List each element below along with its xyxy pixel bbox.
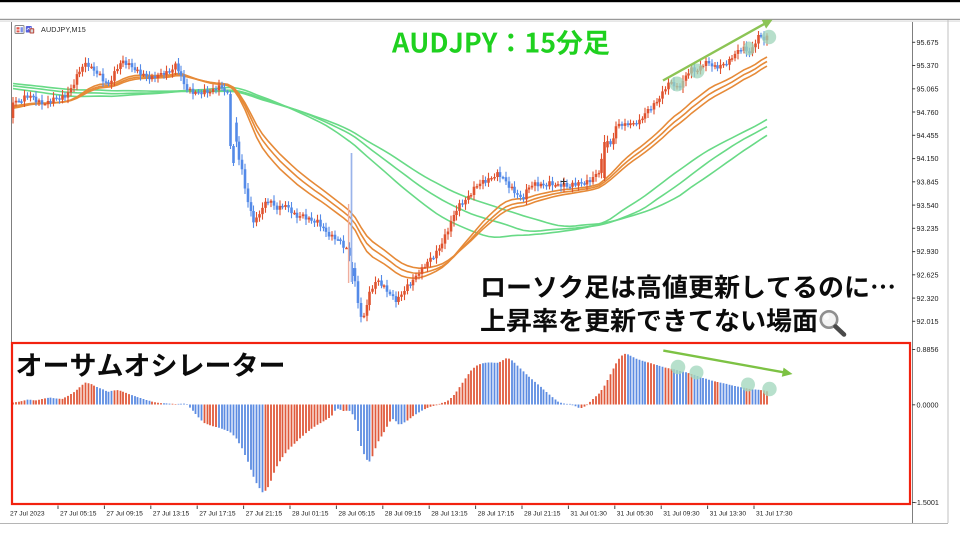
svg-text:27 Jul 21:15: 27 Jul 21:15 <box>246 511 283 518</box>
svg-text:92.625: 92.625 <box>917 271 939 280</box>
svg-text:28 Jul 09:15: 28 Jul 09:15 <box>385 511 422 518</box>
svg-text:95.065: 95.065 <box>917 85 939 94</box>
svg-text:0.8856: 0.8856 <box>917 345 939 354</box>
svg-text:92.930: 92.930 <box>917 247 939 256</box>
svg-text:27 Jul 09:15: 27 Jul 09:15 <box>106 511 143 518</box>
svg-text:-1.5001: -1.5001 <box>915 498 939 507</box>
svg-text:93.540: 93.540 <box>917 201 939 210</box>
svg-text:93.845: 93.845 <box>917 178 939 187</box>
svg-text:95.370: 95.370 <box>917 61 939 70</box>
svg-text:27 Jul 17:15: 27 Jul 17:15 <box>199 511 236 518</box>
svg-text:28 Jul 21:15: 28 Jul 21:15 <box>524 511 561 518</box>
svg-text:0.0000: 0.0000 <box>917 401 939 410</box>
svg-text:27 Jul 2023: 27 Jul 2023 <box>10 511 45 518</box>
svg-text:28 Jul 17:15: 28 Jul 17:15 <box>478 511 515 518</box>
svg-text:28 Jul 13:15: 28 Jul 13:15 <box>431 511 468 518</box>
svg-text:94.150: 94.150 <box>917 154 939 163</box>
svg-text:31 Jul 01:30: 31 Jul 01:30 <box>570 511 607 518</box>
svg-text:95.675: 95.675 <box>917 38 939 47</box>
svg-text:92.015: 92.015 <box>917 317 939 326</box>
svg-text:28 Jul 01:15: 28 Jul 01:15 <box>292 511 329 518</box>
svg-text:93.235: 93.235 <box>917 224 939 233</box>
svg-text:28 Jul 05:15: 28 Jul 05:15 <box>338 511 375 518</box>
svg-text:94.760: 94.760 <box>917 108 939 117</box>
svg-text:31 Jul 17:30: 31 Jul 17:30 <box>756 511 793 518</box>
svg-text:31 Jul 13:30: 31 Jul 13:30 <box>710 511 747 518</box>
svg-text:AUDJPY,M15: AUDJPY,M15 <box>41 25 86 34</box>
svg-text:27 Jul 13:15: 27 Jul 13:15 <box>153 511 190 518</box>
svg-text:31 Jul 05:30: 31 Jul 05:30 <box>617 511 654 518</box>
svg-text:31 Jul 09:30: 31 Jul 09:30 <box>663 511 700 518</box>
svg-text:27 Jul 05:15: 27 Jul 05:15 <box>60 511 97 518</box>
svg-text:94.455: 94.455 <box>917 131 939 140</box>
svg-text:92.320: 92.320 <box>917 294 939 303</box>
